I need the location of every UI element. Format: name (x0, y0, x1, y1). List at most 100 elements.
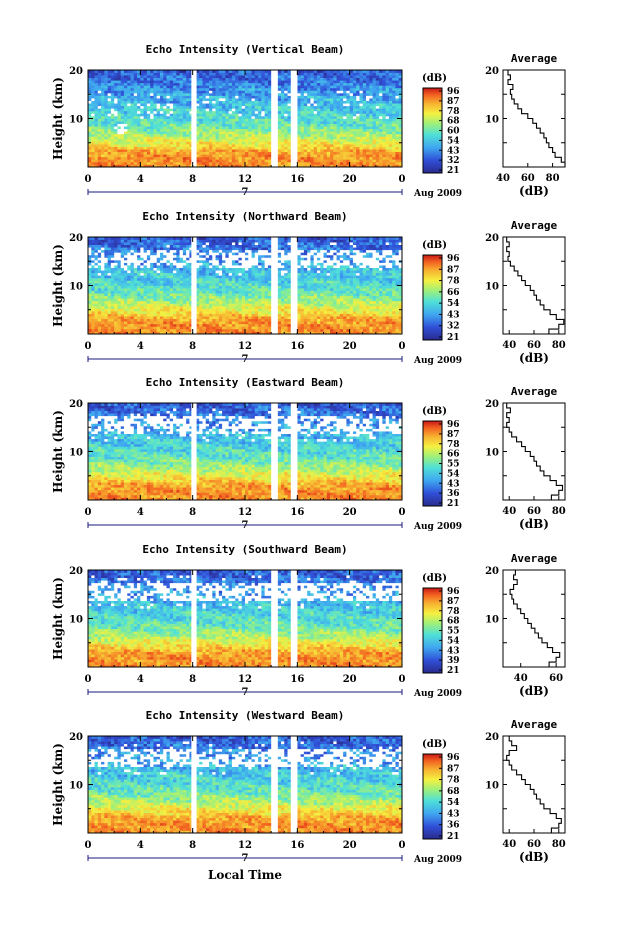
average-x-tick-label: 40 (502, 839, 516, 850)
colorbar-label: (dB) (422, 240, 447, 251)
date-label: Aug 2009 (413, 189, 462, 199)
colorbar-tick-label: 96 (447, 420, 460, 430)
average-x-tick-label: 80 (552, 839, 566, 850)
colorbar-tick-label: 96 (447, 587, 460, 597)
average-y-tick-label: 20 (485, 732, 499, 743)
average-title: Average (511, 552, 558, 565)
colorbar-tick-label: 21 (447, 499, 460, 509)
data-gap (272, 570, 278, 667)
average-x-label: (dB) (519, 184, 549, 198)
y-tick-label: 10 (69, 781, 83, 792)
x-tick-label: 16 (290, 174, 304, 185)
colorbar-tick-label: 32 (447, 156, 460, 166)
average-y-tick-label: 10 (485, 781, 499, 792)
date-label: Aug 2009 (413, 522, 462, 532)
colorbar-tick-label: 43 (447, 809, 460, 819)
x-tick-label: 12 (238, 174, 252, 185)
average-x-label: (dB) (519, 351, 549, 365)
colorbar (422, 753, 443, 840)
colorbar-tick-label: 66 (447, 288, 460, 298)
average-y-tick-label: 10 (485, 615, 499, 626)
y-tick-label: 20 (69, 399, 83, 410)
date-label: Aug 2009 (413, 689, 462, 699)
colorbar-tick-label: 36 (447, 821, 460, 831)
average-x-label: (dB) (519, 517, 549, 531)
x-tick-label: 0 (85, 341, 92, 352)
colorbar-tick-label: 68 (447, 617, 460, 627)
x-tick-label: 0 (85, 674, 92, 685)
average-y-tick-label: 20 (485, 233, 499, 244)
bottom-xlabel: Local Time (208, 868, 282, 882)
average-x-tick-label: 40 (502, 340, 516, 351)
x-tick-label: 16 (290, 840, 304, 851)
heatmap-cells (88, 403, 403, 501)
y-axis-label: Height (km) (51, 577, 65, 660)
heatmap-cells (88, 237, 403, 335)
data-gap (272, 237, 278, 334)
panel-title: Echo Intensity (Vertical Beam) (146, 43, 345, 56)
colorbar-tick-label: 54 (447, 469, 460, 479)
average-profile-line (506, 237, 565, 334)
panel-1: Echo Intensity (Vertical Beam) 10 20 Height… (51, 43, 566, 199)
average-y-tick-label: 20 (485, 66, 499, 77)
date-label: Aug 2009 (413, 855, 462, 865)
data-gap (292, 570, 298, 667)
panel-5: Echo Intensity (Westward Beam) 10 20 Height… (51, 709, 566, 865)
panel-title: Echo Intensity (Southward Beam) (142, 543, 347, 556)
colorbar (422, 254, 443, 341)
x-tick-label: 0 (399, 507, 406, 518)
colorbar-tick-label: 43 (447, 146, 460, 156)
colorbar-tick-label: 66 (447, 450, 460, 460)
average-profile-line (506, 736, 562, 833)
colorbar-tick-label: 54 (447, 136, 460, 146)
colorbar-tick-label: 54 (447, 798, 460, 808)
average-x-tick-label: 40 (514, 673, 528, 684)
colorbar-tick-label: 54 (447, 299, 460, 309)
colorbar-tick-label: 96 (447, 753, 460, 763)
average-title: Average (511, 219, 558, 232)
colorbar-tick-label: 96 (447, 254, 460, 264)
colorbar-label: (dB) (422, 573, 447, 584)
data-gap (292, 237, 298, 334)
x-tick-label: 8 (189, 341, 196, 352)
x-tick-label: 16 (290, 507, 304, 518)
x-tick-label: 4 (137, 674, 144, 685)
x-tick-label: 12 (238, 507, 252, 518)
colorbar-tick-label: 78 (447, 440, 460, 450)
average-frame (502, 735, 566, 834)
colorbar-tick-label: 54 (447, 636, 460, 646)
data-gap (272, 403, 278, 500)
average-x-tick-label: 80 (552, 506, 566, 517)
colorbar-tick-label: 43 (447, 646, 460, 656)
average-profile-line (509, 570, 561, 667)
x-tick-label: 16 (290, 674, 304, 685)
average-y-tick-label: 10 (485, 448, 499, 459)
x-tick-label: 8 (189, 507, 196, 518)
heatmap-cells (88, 736, 403, 834)
average-y-tick-label: 20 (485, 566, 499, 577)
date-label: Aug 2009 (413, 356, 462, 366)
heatmap-cells (88, 70, 403, 168)
panel-3: Echo Intensity (Eastward Beam) 10 20 Height… (51, 376, 566, 532)
colorbar-tick-label: 78 (447, 776, 460, 786)
colorbar-tick-label: 55 (447, 460, 460, 470)
average-frame (502, 236, 566, 335)
x-tick-label: 0 (399, 674, 406, 685)
colorbar-label: (dB) (422, 406, 447, 417)
average-y-tick-label: 10 (485, 282, 499, 293)
panel-4: Echo Intensity (Southward Beam) 10 20 Heigh… (51, 543, 566, 699)
average-x-tick-label: 60 (527, 340, 541, 351)
data-gap (191, 736, 197, 833)
x-tick-label: 8 (189, 840, 196, 851)
y-axis-label: Height (km) (51, 743, 65, 826)
colorbar-tick-label: 78 (447, 107, 460, 117)
x-tick-label: 16 (290, 341, 304, 352)
colorbar-tick-label: 68 (447, 787, 460, 797)
data-gap (191, 570, 197, 667)
colorbar-tick-label: 60 (447, 127, 460, 137)
colorbar-tick-label: 96 (447, 87, 460, 97)
day-label: 7 (242, 354, 249, 365)
x-tick-label: 20 (343, 341, 357, 352)
y-tick-label: 20 (69, 66, 83, 77)
data-gap (292, 70, 298, 167)
